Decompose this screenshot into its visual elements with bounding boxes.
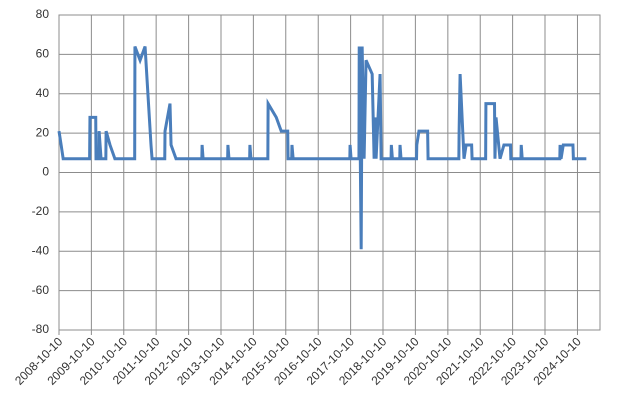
y-tick-label: -60 bbox=[32, 283, 50, 297]
data-line bbox=[57, 45, 587, 250]
y-tick-label: 80 bbox=[36, 7, 50, 21]
y-tick-label: 20 bbox=[36, 125, 50, 139]
y-tick-label: -20 bbox=[32, 204, 50, 218]
y-tick-label: 60 bbox=[36, 47, 50, 61]
y-tick-label: 0 bbox=[42, 165, 49, 179]
y-tick-label: 40 bbox=[36, 86, 50, 100]
plot-border bbox=[58, 14, 601, 331]
y-tick-label: -80 bbox=[32, 322, 50, 336]
y-tick-label: -40 bbox=[32, 243, 50, 257]
